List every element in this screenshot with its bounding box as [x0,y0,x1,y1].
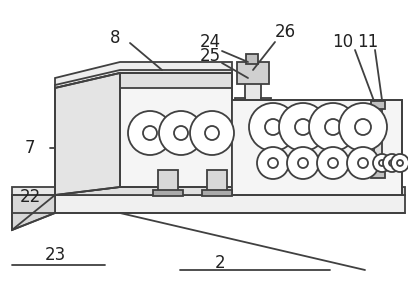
Circle shape [159,111,203,155]
Bar [120,78,232,187]
Circle shape [391,154,408,172]
Polygon shape [12,195,55,230]
Text: 10: 10 [333,33,354,51]
Circle shape [309,103,357,151]
Circle shape [279,103,327,151]
Bar [237,62,269,84]
Text: 7: 7 [25,139,35,157]
Bar [261,118,271,134]
Bar [371,170,385,178]
Bar [232,100,402,195]
Circle shape [265,119,281,135]
Text: 25: 25 [200,47,221,65]
Text: 11: 11 [357,33,379,51]
Polygon shape [12,187,55,195]
Bar [246,54,258,64]
Bar [235,118,245,134]
Polygon shape [55,78,120,195]
Circle shape [190,111,234,155]
Circle shape [317,147,349,179]
Circle shape [174,126,188,140]
Circle shape [397,160,403,166]
Circle shape [358,158,368,168]
Circle shape [128,111,172,155]
Circle shape [257,147,289,179]
Bar [202,190,232,196]
Polygon shape [55,70,232,100]
Circle shape [249,103,297,151]
Bar [55,187,405,195]
Bar [371,101,385,109]
Circle shape [205,126,219,140]
Text: 8: 8 [110,29,120,47]
Bar [374,105,382,170]
Circle shape [298,158,308,168]
Circle shape [355,119,371,135]
Circle shape [373,154,391,172]
Text: 24: 24 [200,33,221,51]
Circle shape [287,147,319,179]
Bar [55,195,405,213]
Text: 26: 26 [275,23,295,41]
Polygon shape [55,73,120,195]
Bar [235,98,245,114]
Circle shape [143,126,157,140]
Bar [261,98,271,114]
Circle shape [295,119,311,135]
Circle shape [347,147,379,179]
Circle shape [383,154,401,172]
Bar [153,190,183,196]
Circle shape [328,158,338,168]
Bar [158,170,178,195]
Circle shape [379,160,385,166]
Bar [207,170,227,195]
Text: 2: 2 [215,254,225,272]
Bar [245,82,261,195]
Text: 23: 23 [44,246,66,264]
Circle shape [339,103,387,151]
Circle shape [389,160,395,166]
Circle shape [325,119,341,135]
Polygon shape [55,73,232,103]
Text: 22: 22 [19,188,41,206]
Circle shape [268,158,278,168]
Polygon shape [55,62,232,95]
